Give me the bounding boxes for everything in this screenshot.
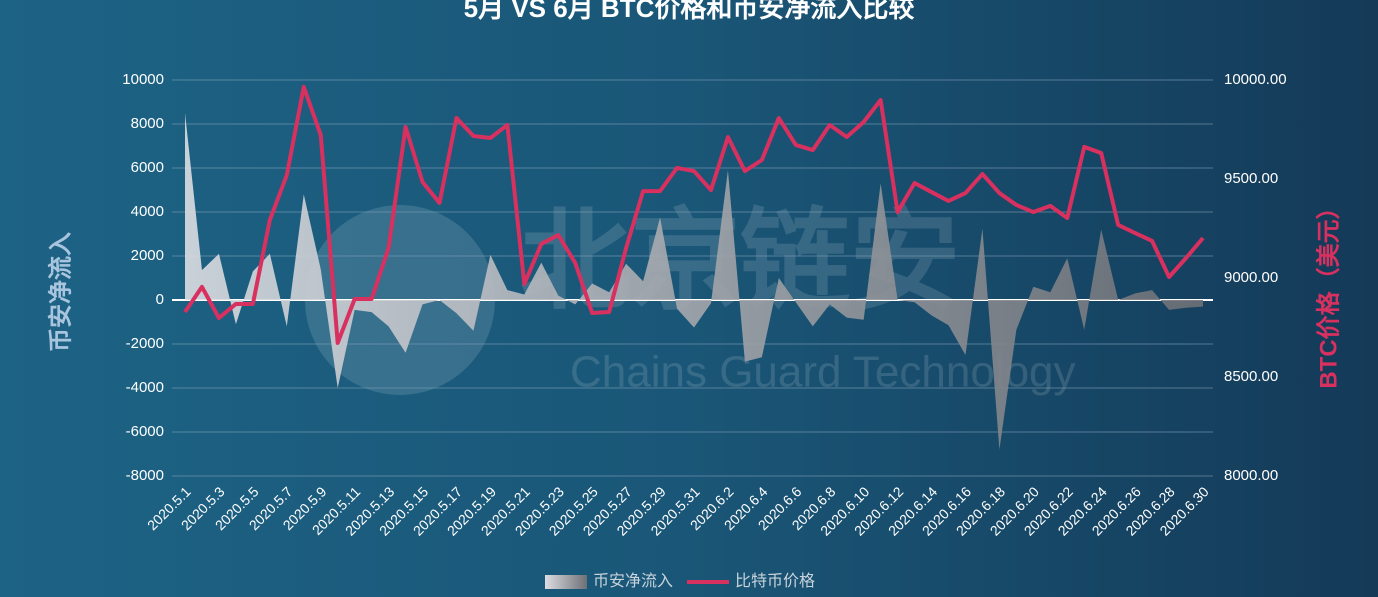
legend-label: 比特币价格 bbox=[735, 572, 815, 590]
y2-tick-label: 9000.00 bbox=[1224, 269, 1278, 286]
watermark: 北京链安 Chains Guard Technology bbox=[305, 200, 1076, 397]
y2-axis-title: BTC价格（美元） bbox=[1314, 195, 1342, 388]
y-tick-label: -8000 bbox=[126, 467, 164, 484]
y-tick-label: 2000 bbox=[131, 247, 164, 264]
y-tick-label: -6000 bbox=[126, 423, 164, 440]
y-tick-label: 10000 bbox=[122, 71, 164, 88]
y2-tick-label: 10000.00 bbox=[1224, 71, 1287, 88]
y2-tick-label: 8000.00 bbox=[1224, 467, 1278, 484]
y-tick-label: 8000 bbox=[131, 115, 164, 132]
y-tick-label: 6000 bbox=[131, 159, 164, 176]
y2-tick-label: 8500.00 bbox=[1224, 368, 1278, 385]
line bbox=[183, 84, 1205, 345]
y-tick-label: -4000 bbox=[126, 379, 164, 396]
chart-title: 5月 VS 6月 BTC价格和币安净流入比较 bbox=[464, 0, 915, 23]
legend-swatch bbox=[545, 575, 587, 589]
legend-label: 币安净流入 bbox=[593, 572, 673, 590]
y-tick-label: 0 bbox=[156, 291, 164, 308]
y-tick-label: -2000 bbox=[126, 335, 164, 352]
y-tick-label: 4000 bbox=[131, 203, 164, 220]
y-axis-title: 币安净流入 bbox=[46, 232, 74, 352]
y2-tick-label: 9500.00 bbox=[1224, 170, 1278, 187]
